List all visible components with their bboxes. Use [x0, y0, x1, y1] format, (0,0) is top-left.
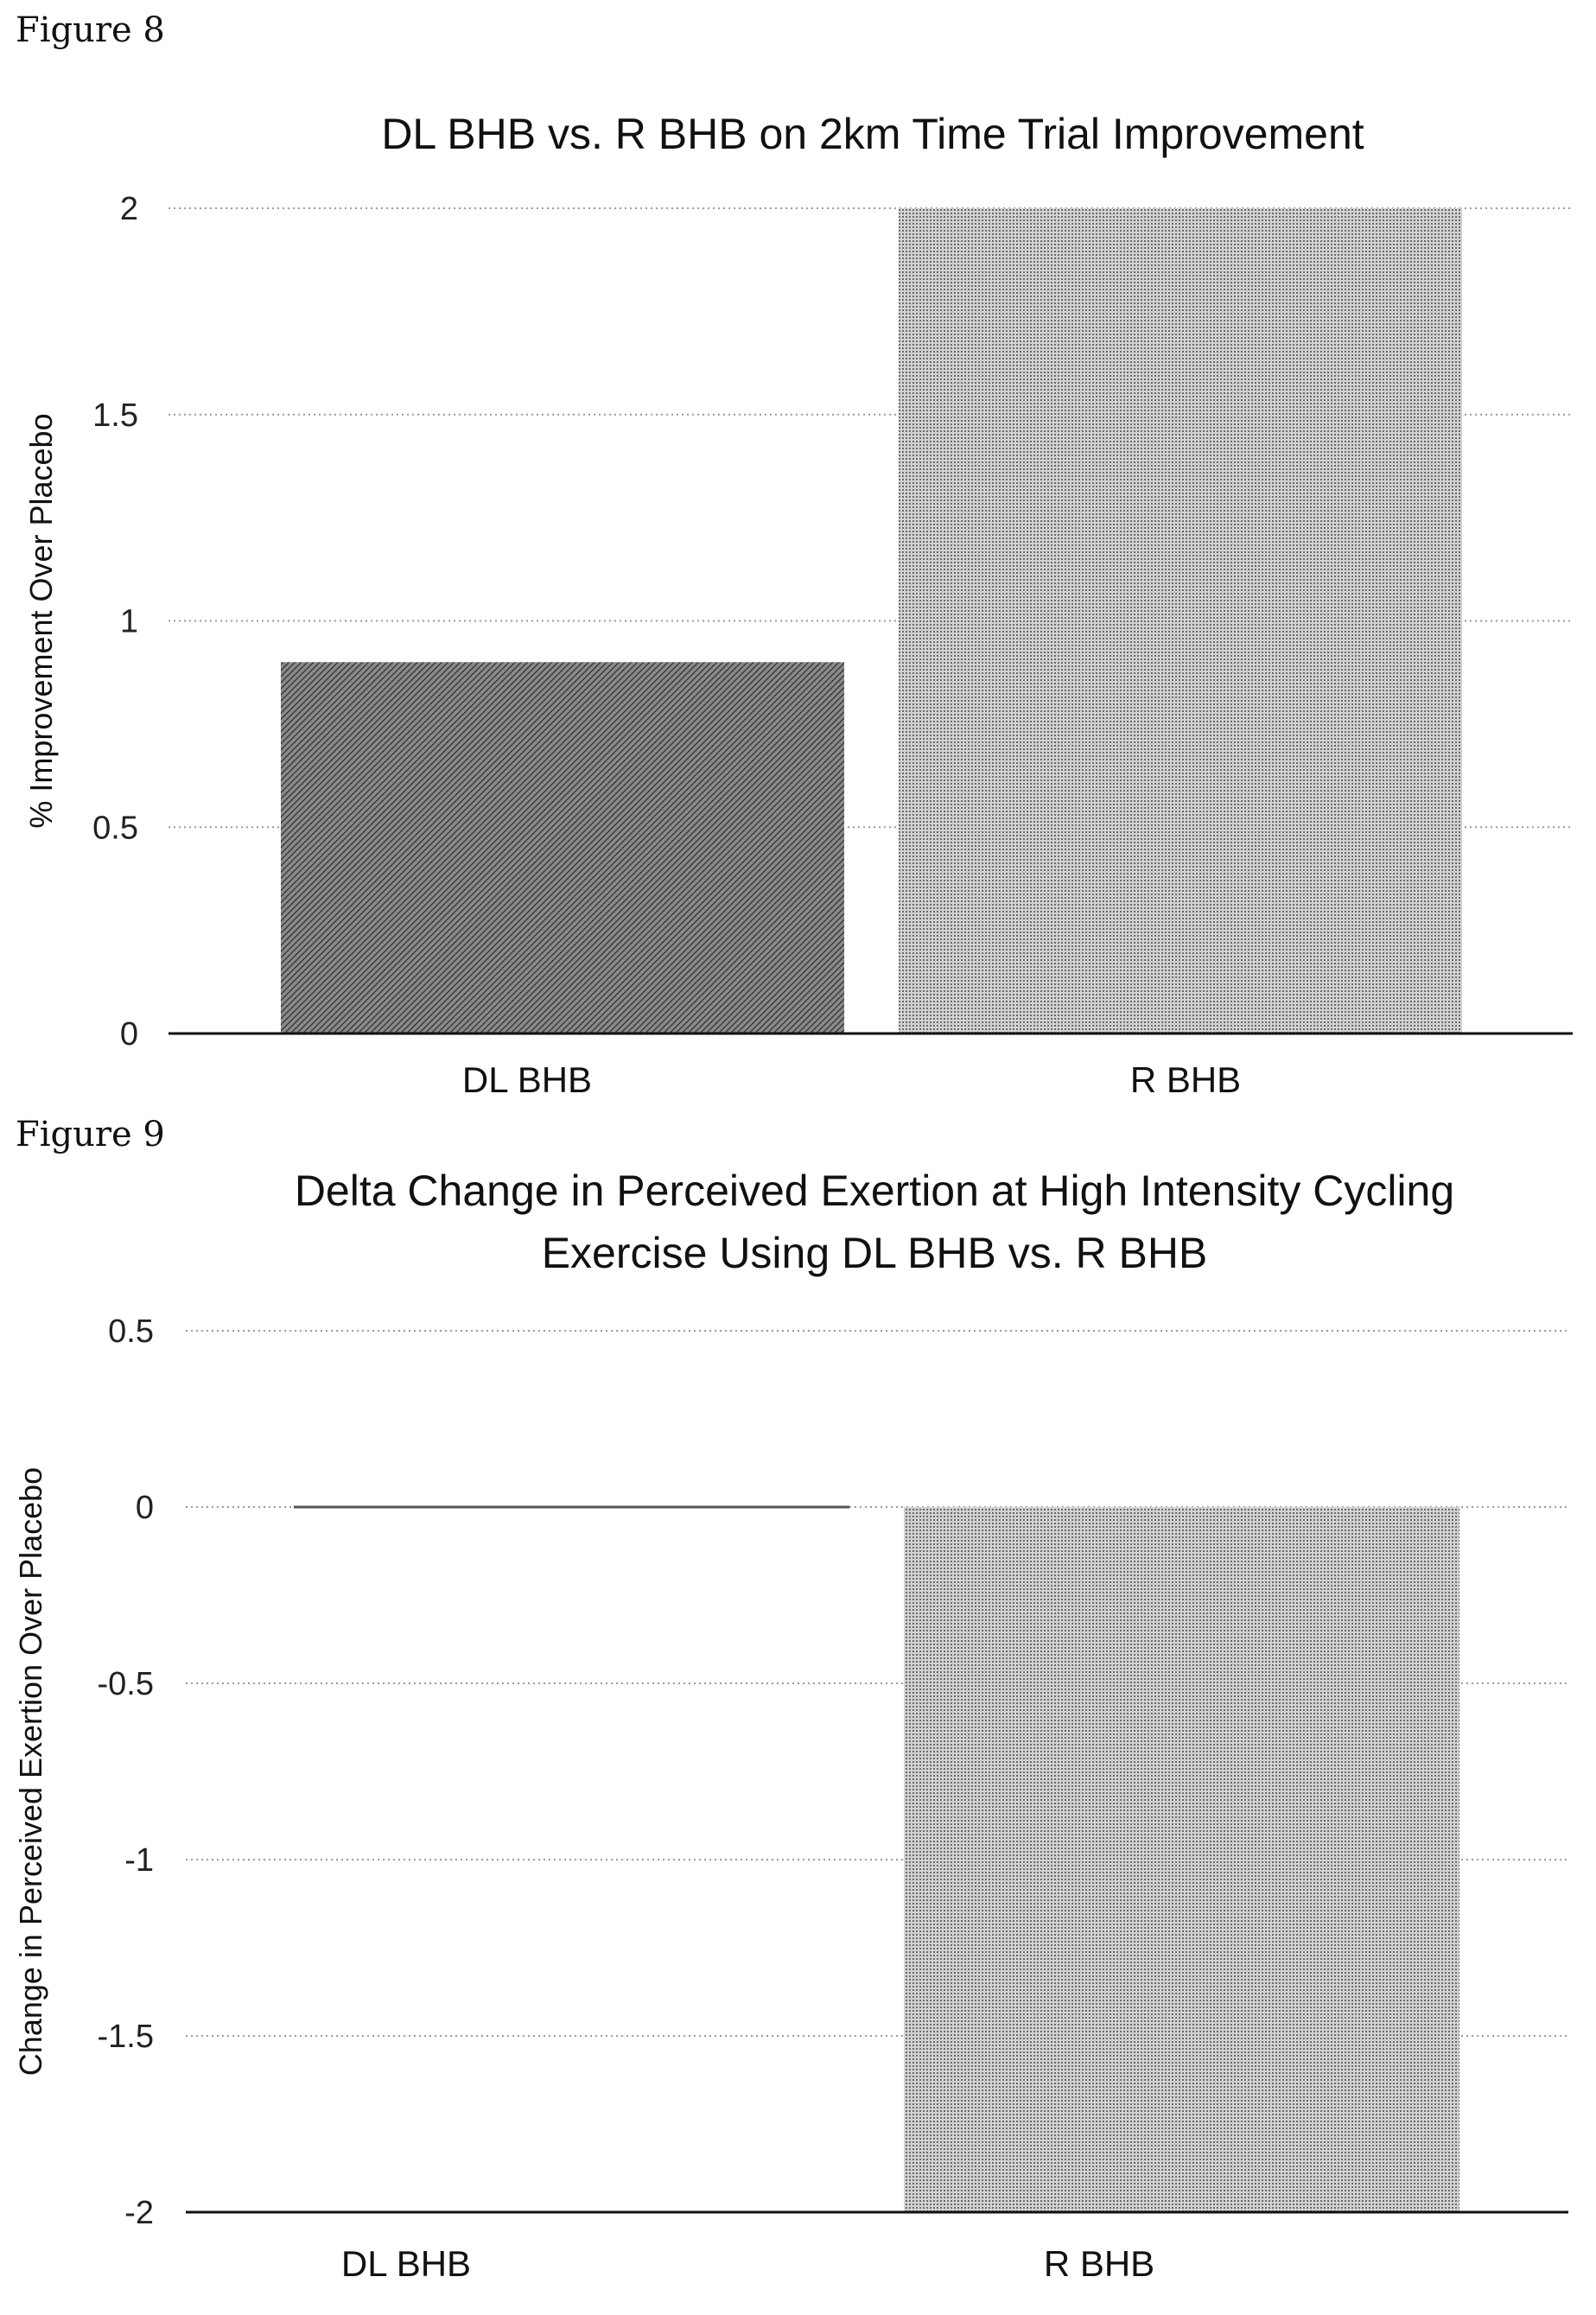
- y-tick-label: 1: [120, 604, 138, 640]
- figure-8-label: Figure 8: [16, 10, 165, 50]
- y-tick-label: 0: [136, 1490, 154, 1526]
- y-axis-label: Change in Perceived Exertion Over Placeb…: [13, 1467, 48, 2076]
- chart-title: Exercise Using DL BHB vs. R BHB: [542, 1229, 1208, 1277]
- y-tick-label: -0.5: [98, 1666, 154, 1702]
- figure-9-label: Figure 9: [16, 1115, 165, 1154]
- bar-r-bhb: [904, 1507, 1459, 2212]
- y-tick-label: -1.5: [98, 2019, 154, 2055]
- figure-8-chart: DL BHB vs. R BHB on 2km Time Trial Impro…: [23, 110, 1573, 1100]
- y-tick-label: 0: [120, 1016, 138, 1053]
- y-tick-label: 0.5: [92, 810, 138, 846]
- y-tick-label: 2: [120, 191, 138, 227]
- chart-title: DL BHB vs. R BHB on 2km Time Trial Impro…: [381, 110, 1364, 158]
- y-tick-label: -1: [124, 1842, 154, 1879]
- x-category-label: DL BHB: [462, 1059, 592, 1100]
- bar-r-bhb: [899, 208, 1462, 1033]
- y-axis-label: % Improvement Over Placebo: [23, 413, 59, 828]
- bar-dl-bhb: [281, 662, 844, 1033]
- y-tick-label: 1.5: [92, 397, 138, 434]
- x-category-label: DL BHB: [341, 2243, 471, 2284]
- y-tick-label: -2: [124, 2195, 154, 2231]
- figure-9-chart: Delta Change in Perceived Exertion at Hi…: [13, 1167, 1568, 2284]
- chart-title: Delta Change in Perceived Exertion at Hi…: [295, 1167, 1454, 1215]
- x-category-label: R BHB: [1130, 1059, 1241, 1100]
- y-tick-label: 0.5: [108, 1313, 154, 1350]
- x-category-label: R BHB: [1044, 2243, 1154, 2284]
